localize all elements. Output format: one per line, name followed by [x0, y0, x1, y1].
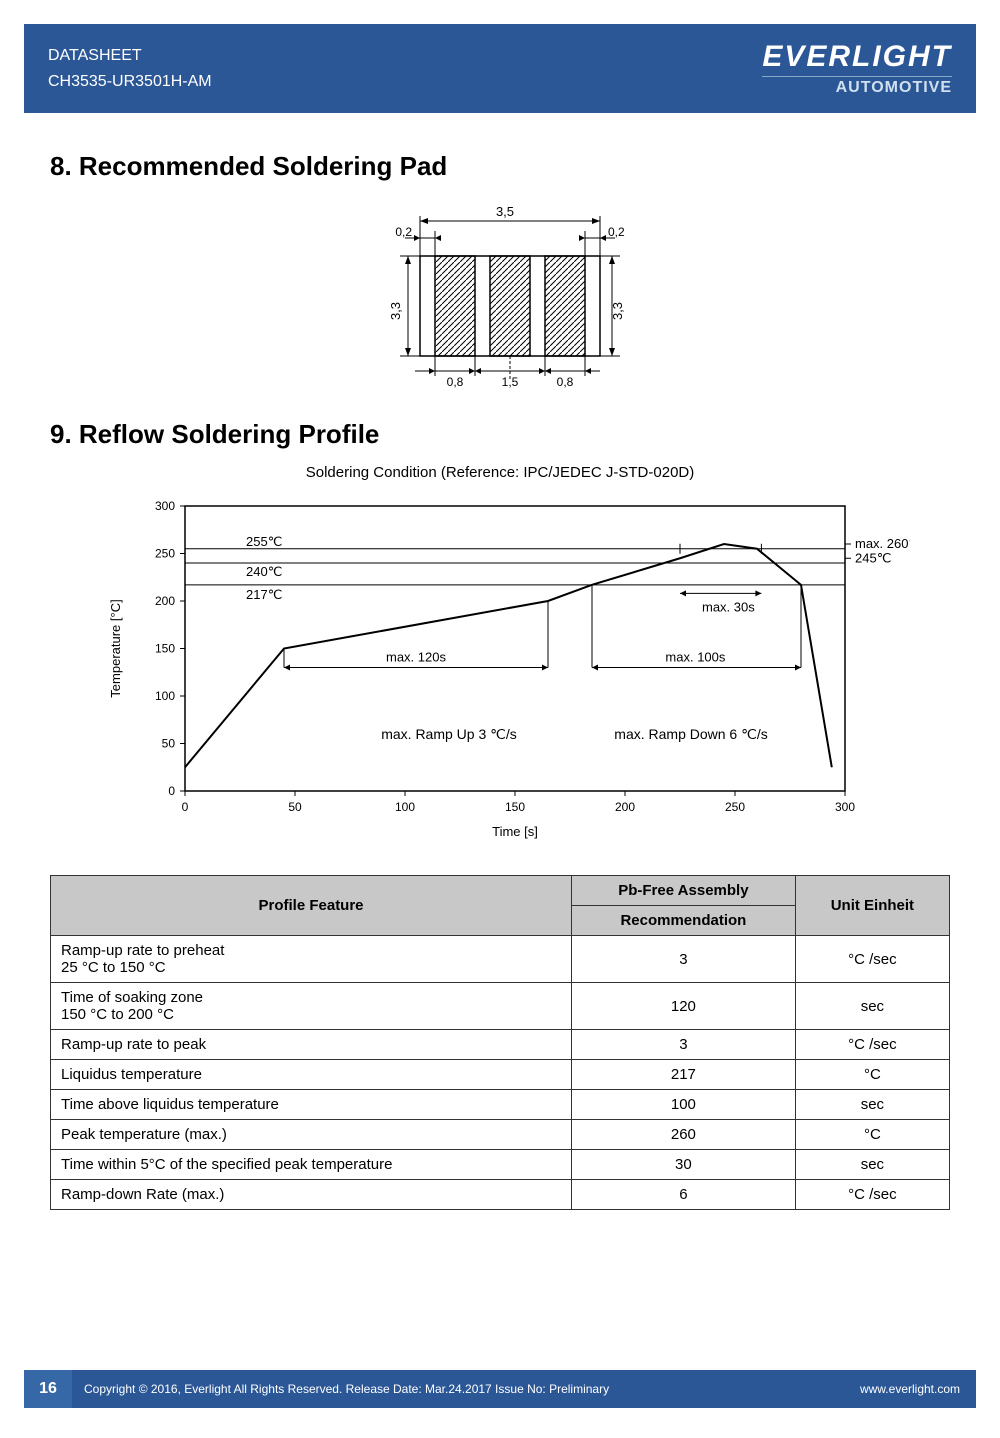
- cell-feature: Ramp-up rate to preheat 25 °C to 150 °C: [51, 936, 572, 983]
- cell-unit: °C: [795, 1060, 949, 1090]
- svg-text:150: 150: [505, 800, 525, 814]
- cell-unit: sec: [795, 983, 949, 1030]
- svg-text:200: 200: [615, 800, 635, 814]
- th-feature: Profile Feature: [51, 876, 572, 936]
- table-row: Ramp-up rate to peak3°C /sec: [51, 1030, 950, 1060]
- svg-text:100: 100: [155, 689, 175, 703]
- table-row: Time above liquidus temperature100sec: [51, 1090, 950, 1120]
- dim-height-left: 3,3: [388, 302, 403, 320]
- cell-unit: sec: [795, 1150, 949, 1180]
- svg-text:Time [s]: Time [s]: [492, 824, 538, 839]
- svg-text:0: 0: [168, 784, 175, 798]
- dim-bottom-left: 0,8: [447, 375, 464, 389]
- svg-text:50: 50: [288, 800, 302, 814]
- brand-logo: EVERLIGHT: [762, 40, 952, 74]
- cell-value: 3: [572, 936, 796, 983]
- svg-text:max. Ramp Down 6 ℃/s: max. Ramp Down 6 ℃/s: [614, 726, 767, 742]
- soldering-pad-diagram: 3,5 0,2 0,2: [50, 196, 950, 401]
- cell-value: 100: [572, 1090, 796, 1120]
- table-row: Ramp-up rate to preheat 25 °C to 150 °C3…: [51, 936, 950, 983]
- svg-text:Temperature [°C]: Temperature [°C]: [108, 599, 123, 697]
- cell-unit: °C /sec: [795, 1180, 949, 1210]
- cell-value: 120: [572, 983, 796, 1030]
- table-row: Time within 5°C of the specified peak te…: [51, 1150, 950, 1180]
- svg-text:150: 150: [155, 642, 175, 656]
- svg-text:300: 300: [155, 499, 175, 513]
- th-unit: Unit Einheit: [795, 876, 949, 936]
- page-number: 16: [24, 1370, 72, 1408]
- cell-unit: sec: [795, 1090, 949, 1120]
- header-part: CH3535-UR3501H-AM: [48, 69, 212, 95]
- reflow-chart: 0 50 100 150 200 250 300 0 50 100 150 200 250 300 Time…: [90, 491, 910, 851]
- table-row: Time of soaking zone 150 °C to 200 °C120…: [51, 983, 950, 1030]
- svg-text:240℃: 240℃: [246, 564, 282, 579]
- svg-text:max. 30s: max. 30s: [702, 599, 755, 614]
- svg-text:200: 200: [155, 594, 175, 608]
- cell-feature: Time above liquidus temperature: [51, 1090, 572, 1120]
- section-pad-title: 8. Recommended Soldering Pad: [50, 151, 950, 182]
- header-title: DATASHEET: [48, 43, 212, 69]
- table-row: Ramp-down Rate (max.)6°C /sec: [51, 1180, 950, 1210]
- cell-feature: Liquidus temperature: [51, 1060, 572, 1090]
- dim-height-right: 3,3: [610, 302, 625, 320]
- cell-feature: Time of soaking zone 150 °C to 200 °C: [51, 983, 572, 1030]
- cell-unit: °C /sec: [795, 1030, 949, 1060]
- svg-text:217℃: 217℃: [246, 587, 282, 602]
- cell-feature: Ramp-down Rate (max.): [51, 1180, 572, 1210]
- dim-bottom-right: 0,8: [557, 375, 574, 389]
- svg-text:max. 260℃: max. 260℃: [855, 536, 910, 551]
- table-row: Liquidus temperature217°C: [51, 1060, 950, 1090]
- svg-text:300: 300: [835, 800, 855, 814]
- cell-feature: Ramp-up rate to peak: [51, 1030, 572, 1060]
- footer-copyright: Copyright © 2016, Everlight All Rights R…: [72, 1382, 860, 1396]
- dim-width: 3,5: [496, 204, 514, 219]
- page-footer: 16 Copyright © 2016, Everlight All Right…: [24, 1370, 976, 1408]
- svg-text:255℃: 255℃: [246, 534, 282, 549]
- chart-caption: Soldering Condition (Reference: IPC/JEDE…: [50, 464, 950, 481]
- th-assembly-top: Pb-Free Assembly: [572, 876, 796, 906]
- cell-value: 3: [572, 1030, 796, 1060]
- svg-text:245℃: 245℃: [855, 550, 891, 565]
- cell-feature: Peak temperature (max.): [51, 1120, 572, 1150]
- svg-text:max. 120s: max. 120s: [386, 650, 446, 665]
- svg-text:50: 50: [162, 737, 176, 751]
- dim-bottom-mid: 1,5: [502, 375, 519, 389]
- cell-value: 30: [572, 1150, 796, 1180]
- header-right: EVERLIGHT AUTOMOTIVE: [762, 40, 952, 97]
- svg-text:max. 100s: max. 100s: [665, 650, 725, 665]
- dim-gap-left: 0,2: [395, 225, 412, 239]
- cell-unit: °C /sec: [795, 936, 949, 983]
- svg-text:250: 250: [725, 800, 745, 814]
- cell-value: 6: [572, 1180, 796, 1210]
- th-assembly-sub: Recommendation: [572, 906, 796, 936]
- cell-value: 260: [572, 1120, 796, 1150]
- section-reflow-title: 9. Reflow Soldering Profile: [50, 419, 950, 450]
- svg-text:max. Ramp Up 3 ℃/s: max. Ramp Up 3 ℃/s: [381, 726, 517, 742]
- footer-url: www.everlight.com: [860, 1382, 976, 1396]
- header-left: DATASHEET CH3535-UR3501H-AM: [48, 43, 212, 94]
- content-area: 8. Recommended Soldering Pad 3,5 0,2 0,2: [0, 113, 1000, 1210]
- brand-sub: AUTOMOTIVE: [762, 79, 952, 97]
- cell-feature: Time within 5°C of the specified peak te…: [51, 1150, 572, 1180]
- svg-text:100: 100: [395, 800, 415, 814]
- page-header: DATASHEET CH3535-UR3501H-AM EVERLIGHT AU…: [24, 24, 976, 113]
- dim-gap-right: 0,2: [608, 225, 625, 239]
- profile-table: Profile Feature Pb-Free Assembly Unit Ei…: [50, 875, 950, 1210]
- cell-unit: °C: [795, 1120, 949, 1150]
- svg-text:250: 250: [155, 547, 175, 561]
- cell-value: 217: [572, 1060, 796, 1090]
- svg-text:0: 0: [182, 800, 189, 814]
- table-row: Peak temperature (max.)260°C: [51, 1120, 950, 1150]
